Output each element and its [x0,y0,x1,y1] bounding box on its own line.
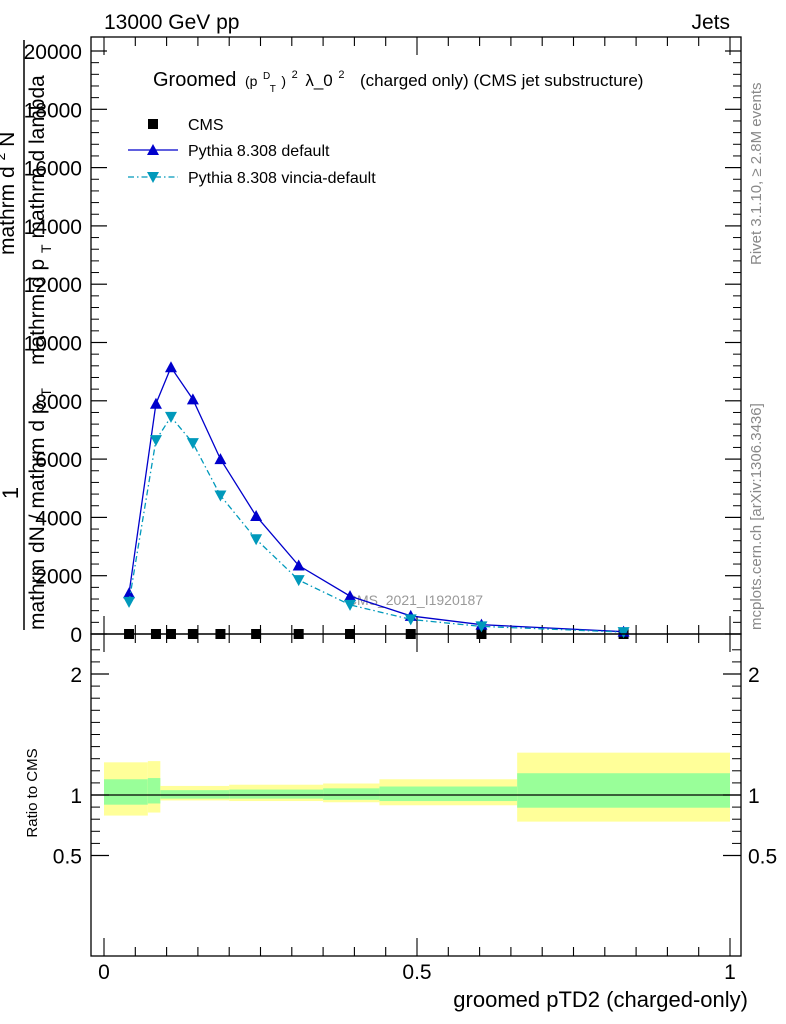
pythia-vincia-point [186,438,199,450]
ratio-band-inner [323,788,380,800]
ratio-frame [90,633,742,957]
ylabel-den-sub: T [38,388,54,397]
legend-marker-cms [148,119,158,129]
ratio-bands [104,752,730,822]
ylabel-num-rest: N [0,132,19,147]
title-lambda: λ_0 [305,71,332,90]
ratio-ytick-label-05-left: 0.5 [53,846,82,869]
xtick-label-0: 0 [98,961,110,984]
pythia-default-point [344,590,357,602]
ylabel-one: 1 [0,487,23,499]
pythia-default-point [214,453,227,465]
legend-label-0: CMS [188,117,224,134]
title-p: (p [245,73,258,89]
pythia-vincia-point [164,411,177,423]
ylabel-num-sup: 2 [0,152,8,160]
title-sub-t: T [270,84,276,95]
main-ytick-label: 4000 [35,507,82,530]
legend-marker-default [147,144,159,155]
title-close: ) [281,73,286,89]
ratio-y-label: Ratio to CMS [24,748,41,837]
main-ytick-label: 12000 [24,274,82,297]
ratio-y-ticks [91,649,741,857]
ratio-ytick-label-2-left: 2 [70,664,82,687]
ratio-ytick-label-05-right: 0.5 [748,846,777,869]
xtick-label-1: 1 [724,961,736,984]
main-ytick-label: 20000 [24,41,82,64]
title-sup-2: 2 [292,69,298,81]
ratio-band-inner [379,786,518,802]
x-axis-label: groomed pTD2 (charged-only) [453,987,748,1012]
mcplots-label: mcplots.cern.ch [arXiv:1306.3436] [748,403,765,630]
title-sup-2b: 2 [338,69,344,81]
ratio-band-inner [160,790,230,799]
pythia-default-point [250,509,263,521]
ratio-ytick-label-1-left: 1 [70,785,82,808]
pythia-vincia-point [404,614,417,626]
ratio-band-inner [147,778,161,804]
main-ytick-label: 16000 [24,158,82,181]
ylabel-num2-rest: mathrm d lambda [26,75,49,239]
main-ytick-label: 10000 [24,333,82,356]
main-ytick-label: 8000 [35,391,82,414]
pythia-default-point [164,361,177,373]
category-label: Jets [691,11,730,34]
main-ytick-label: 18000 [24,99,82,122]
pythia-default-point [149,397,162,409]
title-suffix: (charged only) (CMS jet substructure) [360,71,643,90]
main-ytick-label: 14000 [24,216,82,239]
chart-title: Groomed (p D T ) 2 λ_0 2 (charged only) … [153,61,643,97]
energy-label: 13000 GeV pp [104,11,239,34]
main-ytick-label: 2000 [35,566,82,589]
pythia-vincia-point [475,621,488,633]
main-ytick-label: 0 [70,624,82,647]
title-prefix: Groomed [153,69,236,91]
xtick-label-0-5: 0.5 [402,961,431,984]
ratio-ytick-label-2-right: 2 [748,664,760,687]
ylabel-den-main: mathrm dN / mathrm d p [26,402,49,630]
analysis-watermark: CMS_2021_I1920187 [347,592,483,608]
ratio-panel: Ratio to CMS 2 1 0.5 2 1 0.5 0 0.5 1 gro… [24,633,777,1012]
ratio-ytick-label-1-right: 1 [748,785,760,808]
ylabel-denominator: mathrm dN / mathrm d p T [26,388,54,630]
ratio-band-inner [229,789,324,799]
main-panel: Groomed (p D T ) 2 λ_0 2 (charged only) … [0,36,742,647]
y-axis-label: 1 mathrm dN / mathrm d p T mathrm d 2 N … [0,40,56,630]
ratio-x-ticks [103,634,731,956]
pythia-vincia-point [149,435,162,447]
pythia-vincia-point [292,575,305,587]
pythia-default-point [123,587,136,599]
ratio-band-inner [104,779,148,805]
legend-marker-vincia [147,172,159,183]
pythia-vincia-point [617,627,630,639]
legend-label-1: Pythia 8.308 default [188,143,330,160]
main-y-ticks: 0 2000 4000 6000 8000 10000 12000 14000 16000 180… [24,41,741,647]
ratio-band-inner [517,773,730,808]
pythia-vincia-point [214,490,227,502]
pythia-vincia-point [344,599,357,611]
pythia-vincia-point [250,534,263,546]
ylabel-num2-sub: T [38,244,54,253]
ylabel-num2-main: mathrm d p [26,259,49,365]
rivet-label: Rivet 3.1.10, ≥ 2.8M events [748,83,765,266]
pythia-default-point [186,393,199,405]
ylabel-num-d: mathrm d [0,166,19,255]
main-ytick-label: 6000 [35,449,82,472]
title-sup-d: D [263,71,270,82]
ylabel-numerator-line2: mathrm d p T mathrm d lambda [26,75,56,365]
legend-label-2: Pythia 8.308 vincia-default [188,170,376,187]
pythia-vincia-point [123,596,136,608]
legend: CMS Pythia 8.308 default Pythia 8.308 vinc… [128,117,376,187]
pythia-default-point [292,559,305,571]
ylabel-numerator: mathrm d 2 N [0,132,19,255]
